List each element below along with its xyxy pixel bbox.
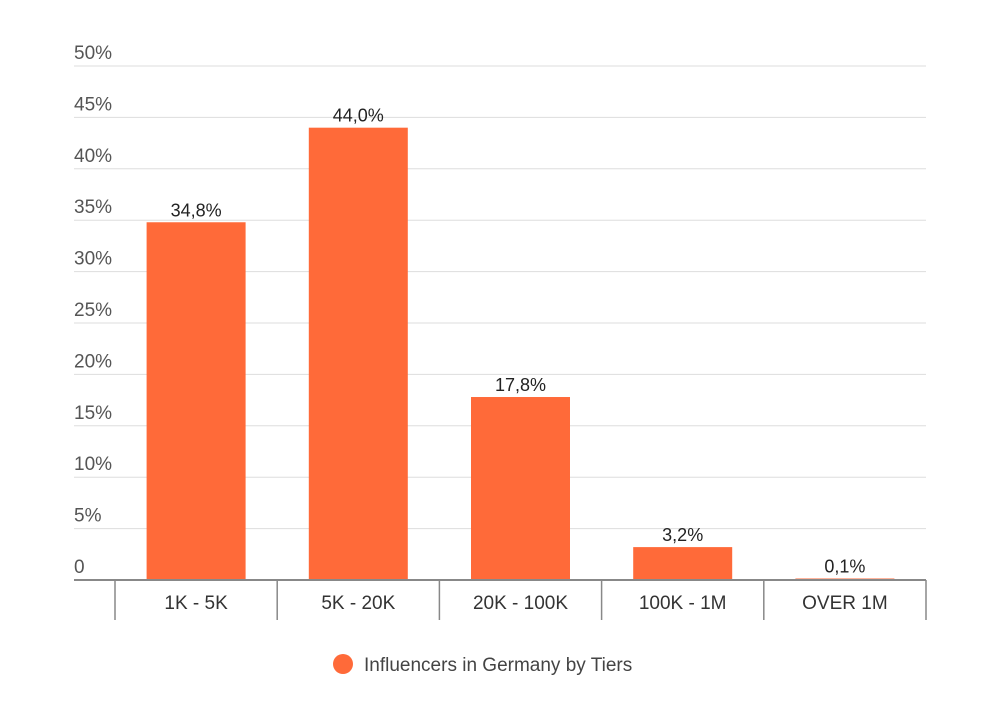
x-category-label: 20K - 100K	[473, 593, 568, 614]
y-tick-label: 30%	[74, 249, 112, 270]
bar-value-label: 0,1%	[824, 557, 865, 577]
value-labels: 34,8% 44,0% 17,8% 3,2% 0,1%	[171, 106, 866, 577]
legend-label: Influencers in Germany by Tiers	[364, 655, 632, 676]
bar-value-label: 17,8%	[495, 375, 546, 395]
bar	[146, 222, 246, 581]
x-category-label: 100K - 1M	[639, 593, 727, 614]
bar	[633, 547, 733, 580]
legend-swatch	[333, 654, 353, 674]
x-category-label: 5K - 20K	[321, 593, 395, 614]
y-axis-ticks: 0 5% 10% 15% 20% 25% 30% 35% 40% 45% 50%	[74, 43, 112, 578]
y-tick-label: 15%	[74, 403, 112, 424]
x-category-label: 1K - 5K	[164, 593, 228, 614]
y-tick-label: 40%	[74, 146, 112, 167]
y-tick-label: 35%	[74, 197, 112, 218]
bars	[146, 127, 895, 581]
bar-value-label: 34,8%	[171, 200, 222, 220]
y-tick-label: 50%	[74, 43, 112, 64]
x-category-label: OVER 1M	[802, 593, 888, 614]
bar-value-label: 44,0%	[333, 106, 384, 126]
y-tick-label: 0	[74, 557, 85, 578]
bar	[308, 127, 408, 581]
legend: Influencers in Germany by Tiers	[333, 654, 632, 676]
y-tick-label: 5%	[74, 506, 102, 527]
x-axis-categories: 1K - 5K 5K - 20K 20K - 100K 100K - 1M OVER 1…	[164, 593, 887, 614]
x-axis	[74, 579, 927, 620]
y-tick-label: 25%	[74, 300, 112, 321]
y-tick-label: 45%	[74, 94, 112, 115]
bar-value-label: 3,2%	[662, 525, 703, 545]
y-tick-label: 20%	[74, 351, 112, 372]
bar	[471, 397, 570, 580]
y-tick-label: 10%	[74, 454, 112, 475]
